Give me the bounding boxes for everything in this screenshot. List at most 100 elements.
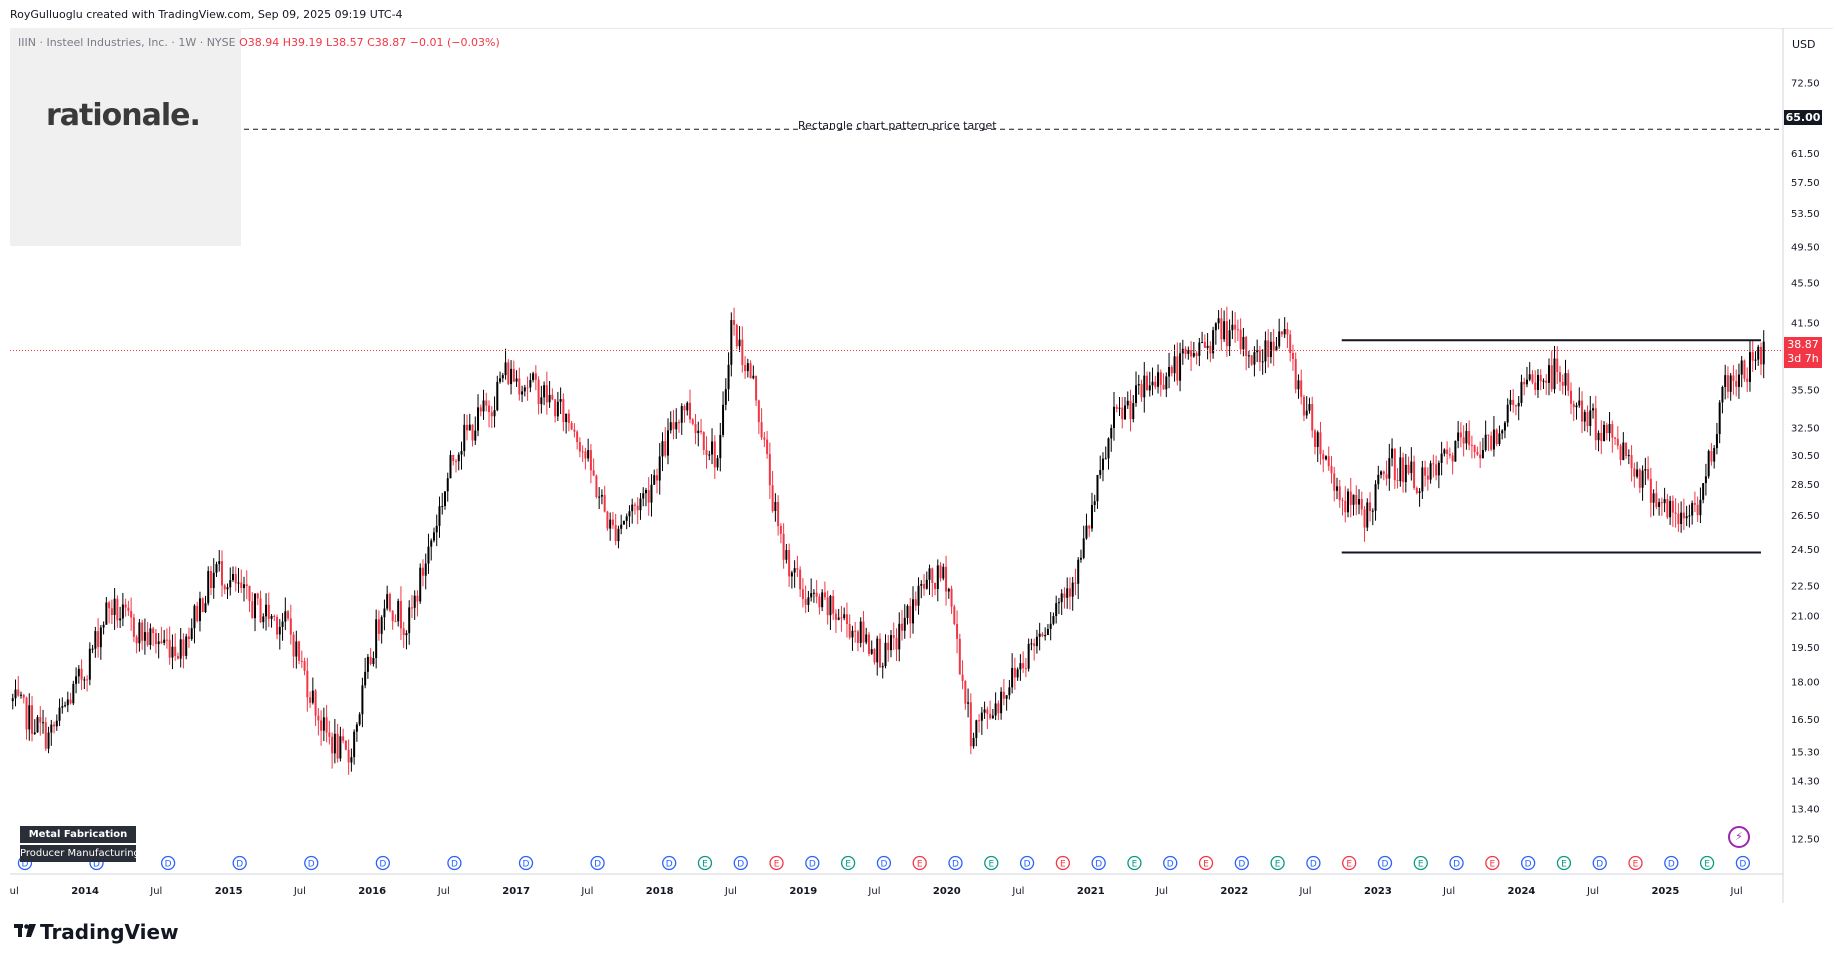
- candle-body: [53, 724, 56, 727]
- candle-body: [691, 419, 694, 424]
- candle-body: [856, 631, 859, 644]
- candle-body: [1286, 329, 1289, 335]
- candle-body: [1324, 456, 1327, 460]
- candle-body: [909, 605, 912, 624]
- candle-body: [273, 615, 276, 618]
- candle-body: [1380, 471, 1383, 475]
- candle-body: [295, 641, 298, 657]
- candle-body: [25, 697, 28, 730]
- price-chart[interactable]: 12.50 13.40 14.30 15.30 16.50 18.00 19.50 21.00…: [10, 28, 1833, 903]
- candle-body: [956, 623, 959, 639]
- candle-body: [419, 567, 422, 602]
- candle-body: [325, 717, 328, 733]
- candle-body: [1693, 503, 1696, 505]
- candle-body: [1096, 474, 1099, 502]
- candle-body: [336, 733, 339, 759]
- earnings-marker-label: E: [1418, 860, 1424, 870]
- candle-body: [697, 430, 700, 434]
- candle-body: [1247, 355, 1250, 357]
- candle-body: [1030, 643, 1033, 645]
- industry-badge[interactable]: Producer Manufacturing: [20, 845, 136, 862]
- candle-body: [55, 720, 58, 727]
- y-tick-label: 16.50: [1791, 715, 1820, 726]
- candle-body: [840, 617, 843, 619]
- candle-body: [94, 631, 97, 649]
- chart-credit: RoyGulluoglu created with TradingView.co…: [10, 8, 403, 21]
- candle-body: [1570, 390, 1573, 404]
- earnings-marker-label: E: [1203, 860, 1209, 870]
- candle-body: [526, 387, 529, 389]
- candle-body: [1652, 493, 1655, 503]
- candle-body: [276, 617, 279, 635]
- candle-body: [1258, 350, 1261, 363]
- candle-body: [278, 626, 281, 635]
- candle-body: [1294, 358, 1297, 390]
- candle-body: [477, 407, 480, 431]
- candle-body: [683, 406, 686, 411]
- candle-body: [815, 592, 818, 597]
- candle-body: [722, 404, 725, 435]
- lightning-icon[interactable]: ⚡: [1728, 826, 1750, 848]
- candle-body: [1187, 350, 1190, 354]
- currency-label[interactable]: USD: [1792, 38, 1816, 51]
- candle-body: [1225, 321, 1228, 347]
- candle-body: [165, 639, 168, 641]
- candle-body: [1000, 691, 1003, 714]
- dividend-marker-label: D: [1310, 860, 1317, 870]
- candle-body: [218, 561, 221, 565]
- candle-body: [377, 619, 380, 634]
- candle-body: [245, 584, 248, 587]
- ohlc-open: O38.94: [239, 36, 280, 49]
- last-price-value: 38.87: [1787, 338, 1819, 351]
- candle-body: [978, 720, 981, 722]
- dividend-marker-label: D: [451, 860, 458, 870]
- sector-badge[interactable]: Metal Fabrication: [20, 826, 136, 843]
- candle-body: [284, 611, 287, 622]
- dividend-marker-label: D: [1382, 860, 1389, 870]
- candle-body: [920, 583, 923, 586]
- dividend-marker: [1592, 855, 1607, 871]
- candle-body: [1754, 359, 1757, 361]
- candle-body: [1369, 502, 1372, 512]
- candle-body: [1404, 464, 1407, 483]
- candle-body: [901, 623, 904, 631]
- candle-body: [267, 604, 270, 619]
- candle-body: [1121, 407, 1124, 420]
- x-tick-label: 2024: [1508, 886, 1536, 897]
- candle-body: [179, 639, 182, 659]
- candle-body: [300, 660, 303, 662]
- candle-body: [1104, 458, 1107, 460]
- candle-body: [1503, 422, 1506, 431]
- candle-body: [132, 617, 135, 637]
- candle-body: [160, 641, 163, 643]
- candle-body: [416, 595, 419, 602]
- candle-body: [1443, 449, 1446, 454]
- candle-body: [554, 399, 557, 417]
- candle-body: [1082, 538, 1085, 558]
- candle-body: [229, 580, 232, 588]
- candle-body: [1382, 471, 1385, 475]
- earnings-marker-label: E: [1704, 860, 1710, 870]
- earnings-marker: [984, 855, 999, 871]
- candle-body: [499, 378, 502, 382]
- candle-body: [303, 661, 306, 671]
- candle-body: [14, 689, 17, 699]
- candle-body: [972, 737, 975, 747]
- earnings-marker: [1342, 855, 1357, 871]
- candle-body: [1393, 448, 1396, 481]
- dividend-marker-label: D: [1095, 860, 1102, 870]
- candle-body: [1619, 445, 1622, 461]
- x-tick-label: 2021: [1077, 886, 1105, 897]
- candle-body: [1201, 342, 1204, 344]
- candle-body: [975, 720, 978, 738]
- candle-body: [983, 709, 986, 713]
- candle-body: [994, 703, 997, 716]
- candle-body: [1633, 468, 1636, 477]
- candle-body: [620, 524, 623, 529]
- candle-body: [314, 690, 317, 716]
- chart-frame[interactable]: 12.50 13.40 14.30 15.30 16.50 18.00 19.50 21.00…: [10, 28, 1833, 903]
- candle-body: [1702, 483, 1705, 500]
- candle-body: [867, 634, 870, 654]
- candle-body: [83, 679, 86, 681]
- candle-body: [1250, 355, 1253, 365]
